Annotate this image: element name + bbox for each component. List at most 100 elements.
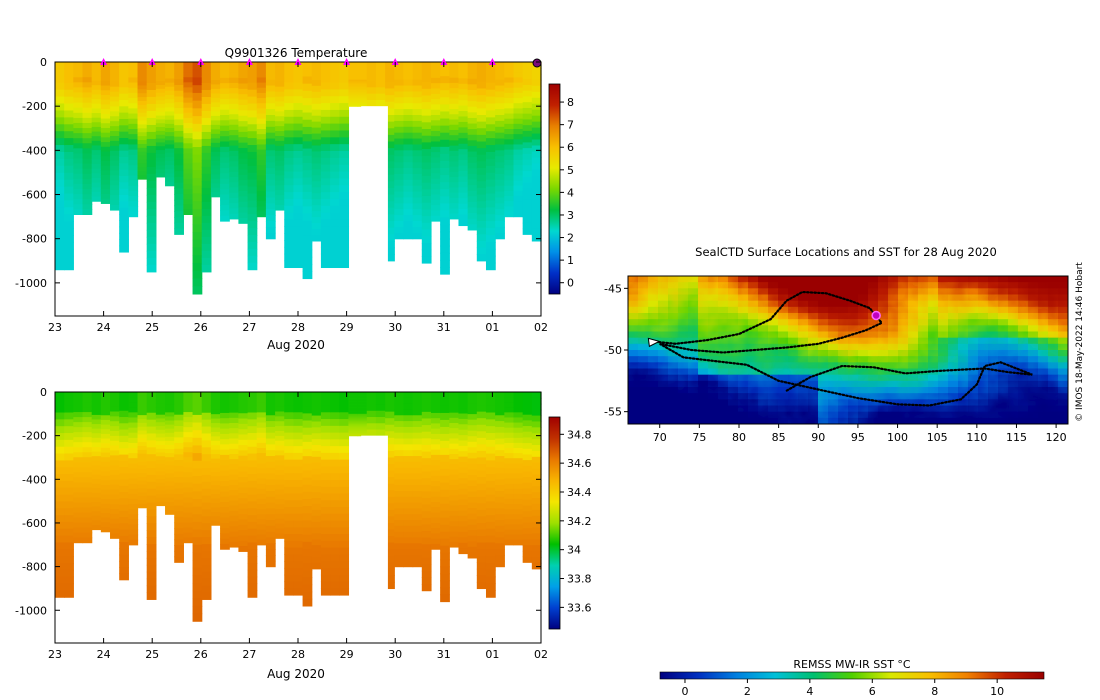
profile-cell [128,82,139,89]
profile-cell [440,146,450,155]
profile-cell [265,103,276,110]
profile-cell [192,552,203,561]
profile-cell [155,448,166,454]
profile-cell [320,405,331,413]
profile-cell [421,458,432,466]
profile-cell [440,168,450,176]
sst-texture-cell [718,350,729,357]
profile-cell [183,67,194,73]
profile-cell [293,547,304,555]
profile-cell [430,428,441,435]
profile-cell [64,68,74,77]
profile-cell [201,530,212,538]
profile-cell [55,569,65,578]
sst-texture-cell [958,306,969,314]
sst-texture-cell [1018,343,1029,351]
profile-cell [165,78,175,84]
sst-texture-cell [878,288,889,296]
profile-cell [146,461,157,469]
profile-cell [311,462,322,470]
sst-texture-cell [878,337,889,345]
profile-cell [421,175,432,184]
profile-cell [495,461,505,469]
profile-cell [357,75,368,78]
profile-cell [119,188,129,196]
sst-texture-cell [858,294,869,302]
sst-texture-cell [1058,294,1068,302]
profile-cell [119,479,129,487]
sst-texture-cell [968,331,979,339]
profile-cell [357,399,368,402]
profile-cell [238,487,249,494]
profile-cell [165,152,175,158]
profile-cell [302,163,313,171]
sst-texture-cell [788,325,799,333]
colorbar-tick-label: 33.8 [567,573,592,586]
profile-cell [110,91,120,98]
sst-texture-cell [898,343,909,351]
sst-texture-cell [738,337,749,345]
profile-cell [458,143,469,150]
profile-cell [100,123,111,129]
profile-cell [467,474,478,482]
profile-cell [146,454,157,462]
profile-cell [458,209,469,216]
profile-cell [320,144,331,152]
sst-texture-cell [788,350,799,357]
sst-texture-cell [978,276,989,283]
profile-cell [238,164,249,171]
profile-cell [128,463,139,469]
sst-texture-cell [688,343,699,351]
profile-cell [220,423,230,430]
profile-cell [311,67,322,75]
profile-cell [137,395,148,401]
profile-cell [385,194,395,202]
profile-cell [476,240,487,249]
profile-cell [412,496,423,504]
profile-cell [146,509,157,518]
profile-cell [311,392,322,399]
sst-texture-cell [728,288,739,296]
map-title: SealCTD Surface Locations and SST for 28… [695,245,997,259]
profile-cell [458,176,469,183]
sst-texture-cell [818,313,829,320]
profile-cell [385,201,395,209]
profile-cell [210,70,221,77]
profile-cell [128,175,139,182]
sst-texture-cell [858,288,869,296]
profile-cell [146,173,157,182]
profile-cell [192,430,203,439]
profile-cell [495,397,505,405]
sst-texture-cell [768,337,779,345]
profile-cell [238,434,249,441]
profile-cell [403,450,414,457]
profile-cell [339,178,350,186]
profile-cell [165,449,175,454]
profile-cell [284,103,295,111]
profile-cell [110,484,120,491]
profile-cell [302,105,313,114]
profile-cell [348,397,359,400]
profile-cell [128,129,139,135]
profile-cell [146,550,157,559]
sst-texture-cell [798,276,809,283]
profile-cell [348,66,359,69]
profile-cell [247,405,258,414]
sst-texture-cell [1058,282,1068,289]
profile-cell [311,109,322,117]
profile-cell [330,452,340,461]
profile-cell [73,97,84,104]
profile-cell [265,179,276,187]
profile-cell [403,185,414,193]
profile-cell [265,79,276,87]
profile-cell [302,155,313,164]
profile-cell [265,537,276,544]
sst-texture-cell [748,294,759,302]
profile-cell [440,189,450,197]
profile-cell [531,133,542,141]
profile-cell [137,62,148,67]
sst-texture-cell [1058,288,1068,296]
profile-cell [495,126,505,134]
profile-cell [100,165,111,171]
profile-cell [128,103,139,109]
